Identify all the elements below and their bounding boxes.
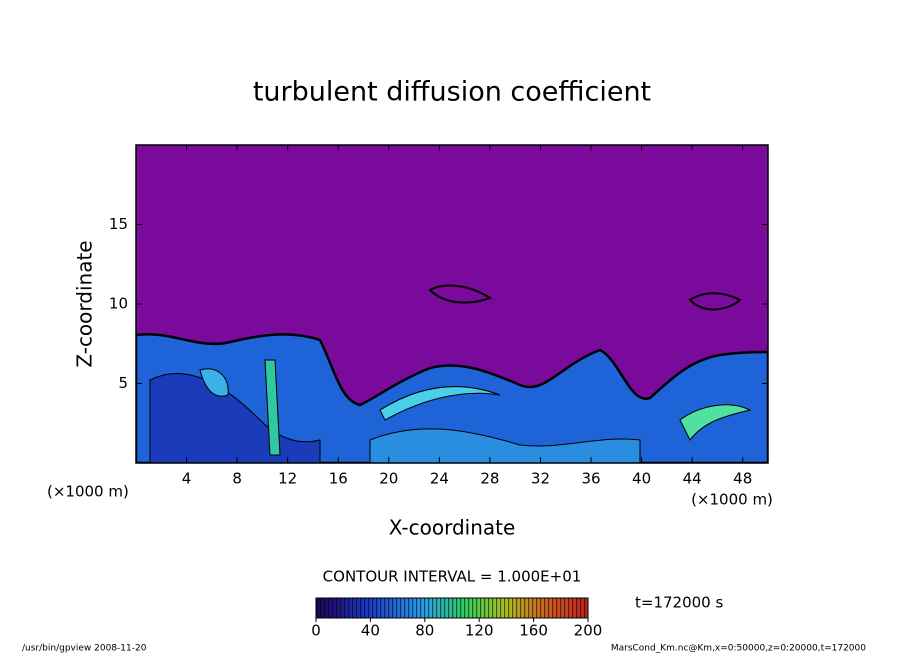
contour-line	[428, 284, 493, 304]
y-tick-label: 5	[118, 374, 128, 392]
x-tick-label: 40	[632, 470, 651, 488]
x-tick-label: 28	[480, 470, 499, 488]
contour-region	[369, 428, 641, 463]
x-tick-label: 36	[581, 470, 600, 488]
colorbar-tick-label: 0	[311, 622, 321, 640]
colorbar-stripes	[315, 597, 589, 619]
turbulent-layer	[136, 332, 768, 463]
colorbar-tick-label: 160	[519, 622, 548, 640]
contour-region	[199, 368, 229, 397]
x-tick-label: 4	[182, 470, 192, 488]
x-unit-left: (×1000 m)	[47, 483, 129, 501]
x-tick-label: 48	[733, 470, 752, 488]
contour-region	[264, 359, 281, 456]
contour-interval: CONTOUR INTERVAL = 1.000E+01	[323, 568, 582, 586]
x-tick-label: 32	[531, 470, 550, 488]
y-tick-label: 10	[109, 295, 128, 313]
colorbar-tick-label: 80	[415, 622, 434, 640]
chart-title: turbulent diffusion coefficient	[253, 77, 651, 108]
x-tick-label: 12	[278, 470, 297, 488]
x-unit-right: (×1000 m)	[691, 491, 773, 509]
colorbar-tick-label: 120	[465, 622, 494, 640]
footer-left: /usr/bin/gpview 2008-11-20	[22, 644, 147, 654]
contour-line	[688, 292, 742, 311]
y-tick-label: 15	[109, 215, 128, 233]
x-tick-label: 44	[683, 470, 702, 488]
contour-region	[679, 404, 752, 441]
y-axis-label: Z-coordinate	[73, 240, 97, 367]
x-axis-label: X-coordinate	[389, 516, 516, 540]
colorbar-tick-label: 40	[361, 622, 380, 640]
time-label: t=172000 s	[635, 594, 723, 612]
x-tick-label: 8	[232, 470, 242, 488]
footer-right: MarsCond_Km.nc@Km,x=0:50000,z=0:20000,t=…	[611, 644, 866, 654]
x-tick-label: 20	[379, 470, 398, 488]
x-tick-label: 24	[430, 470, 449, 488]
field	[136, 145, 768, 463]
colorbar-tick-label: 200	[574, 622, 603, 640]
contour-region	[379, 386, 501, 421]
x-tick-label: 16	[329, 470, 348, 488]
